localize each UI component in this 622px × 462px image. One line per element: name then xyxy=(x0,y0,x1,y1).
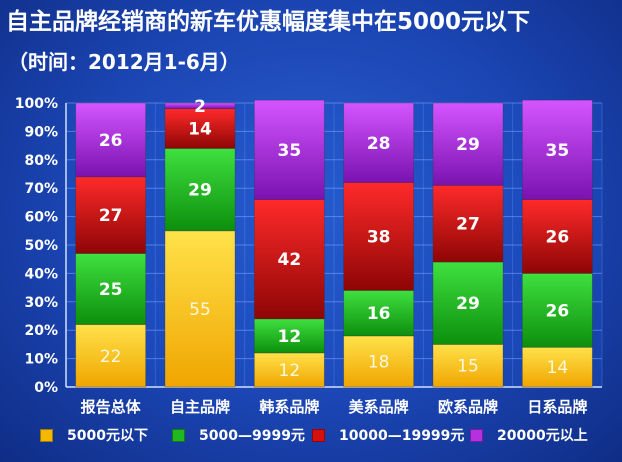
data-label: 22 xyxy=(100,347,122,367)
bar-segment xyxy=(75,253,147,325)
legend-item: 20000元以上 xyxy=(470,425,588,445)
y-tick-label: 100% xyxy=(15,96,58,112)
bar-segment xyxy=(164,148,236,232)
y-tick-label: 20% xyxy=(24,323,58,339)
legend-label: 5000元以下 xyxy=(67,428,148,444)
y-tick-label: 60% xyxy=(24,210,58,226)
bar-segment xyxy=(253,199,325,320)
data-label: 38 xyxy=(367,227,391,247)
bar-segment xyxy=(75,102,147,178)
bar-segment xyxy=(343,290,415,337)
y-tick-label: 50% xyxy=(24,238,58,254)
y-tick-label: 10% xyxy=(24,352,58,368)
bar-segment xyxy=(164,230,236,388)
bar-segment xyxy=(343,182,415,291)
y-tick-label: 70% xyxy=(24,181,58,197)
data-label: 27 xyxy=(99,206,123,226)
data-label: 29 xyxy=(188,181,212,201)
bar-segment xyxy=(521,199,593,274)
data-label: 14 xyxy=(547,358,569,378)
legend-label: 20000元以上 xyxy=(497,428,588,444)
y-tick-label: 80% xyxy=(24,153,58,169)
data-label: 42 xyxy=(277,250,301,270)
x-tick-label: 韩系品牌 xyxy=(259,398,319,416)
bar-segment xyxy=(432,184,504,263)
legend-item: 10000—19999元 xyxy=(312,425,464,445)
data-label: 2 xyxy=(194,97,206,117)
bar-segment xyxy=(521,272,593,348)
bar-segment xyxy=(432,102,504,186)
y-tick-label: 90% xyxy=(24,124,58,140)
data-label: 25 xyxy=(99,280,123,300)
x-tick-label: 日系品牌 xyxy=(527,398,587,416)
data-label: 29 xyxy=(456,294,480,314)
chart-title: 自主品牌经销商的新车优惠幅度集中在5000元以下 xyxy=(6,9,531,35)
legend-item: 5000元以下 xyxy=(40,425,148,445)
y-tick-label: 0% xyxy=(34,380,58,396)
data-label: 26 xyxy=(545,227,569,247)
data-label: 12 xyxy=(279,361,301,381)
bar-segment xyxy=(164,102,236,110)
data-label: 26 xyxy=(99,131,123,151)
bar-segment xyxy=(432,343,504,388)
bar-segment xyxy=(521,346,593,388)
bar-segment xyxy=(253,99,325,200)
chart-subtitle: （时间：2012月1-6月） xyxy=(8,50,240,74)
legend-swatch xyxy=(312,428,325,442)
legend-swatch xyxy=(470,428,483,442)
bar-segment xyxy=(75,176,147,254)
data-label: 18 xyxy=(368,352,390,372)
legend: 5000元以下 5000—9999元 10000—19999元 20000元以上 xyxy=(40,425,620,449)
bar-segment xyxy=(253,318,325,354)
data-label: 15 xyxy=(457,357,479,377)
data-label: 35 xyxy=(277,141,301,161)
legend-label: 10000—19999元 xyxy=(339,428,465,444)
data-label: 14 xyxy=(188,120,212,140)
legend-swatch xyxy=(40,428,53,442)
data-label: 16 xyxy=(367,304,391,324)
bar-segment xyxy=(343,335,415,388)
data-label: 28 xyxy=(367,134,391,154)
bar-segment xyxy=(432,261,504,345)
bar-segment xyxy=(253,352,325,388)
bar-segment xyxy=(75,324,147,388)
data-label: 35 xyxy=(545,141,569,161)
bar-segment xyxy=(343,102,415,183)
x-tick-label: 欧系品牌 xyxy=(438,398,498,416)
data-label: 55 xyxy=(189,300,211,320)
y-tick-label: 30% xyxy=(24,295,58,311)
data-label: 29 xyxy=(456,135,480,155)
bar-segment xyxy=(521,99,593,200)
x-tick-label: 报告总体 xyxy=(81,398,142,416)
data-label: 26 xyxy=(545,301,569,321)
data-label: 12 xyxy=(277,327,301,347)
legend-label: 5000—9999元 xyxy=(199,428,305,444)
x-tick-label: 美系品牌 xyxy=(349,398,409,416)
bar-segment xyxy=(164,108,236,149)
legend-item: 5000—9999元 xyxy=(172,425,305,445)
x-tick-label: 自主品牌 xyxy=(170,398,230,416)
legend-swatch xyxy=(172,428,185,442)
y-tick-label: 40% xyxy=(24,266,58,282)
data-label: 27 xyxy=(456,215,480,235)
